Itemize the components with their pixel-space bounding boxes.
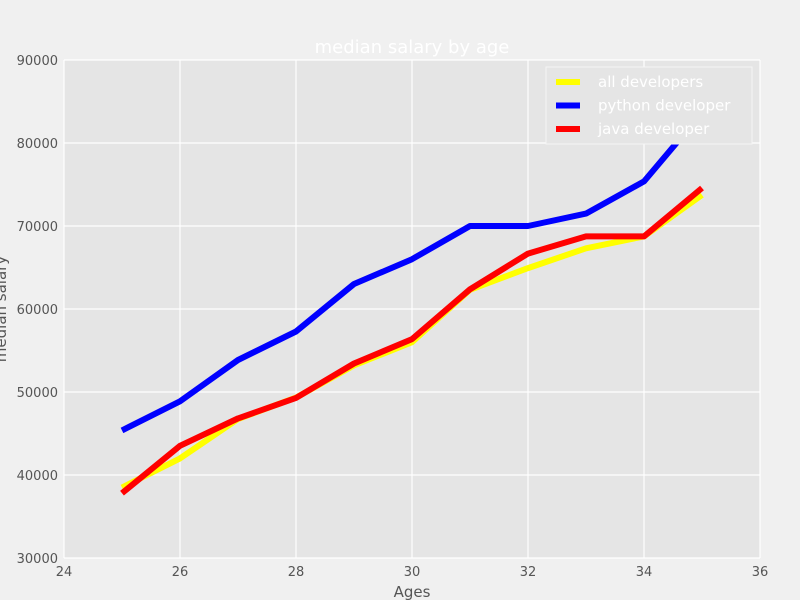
series-line-java-developer xyxy=(120,185,704,496)
x-tick-labels: 24 26 28 30 32 34 36 xyxy=(56,565,769,580)
legend-label: python developer xyxy=(598,97,731,115)
x-tick-label: 26 xyxy=(172,565,189,580)
legend: all developers python developer java devel… xyxy=(545,66,753,145)
series-lines xyxy=(120,110,705,496)
x-tick-label: 24 xyxy=(56,565,73,580)
y-tick-label: 80000 xyxy=(17,137,58,152)
y-tick-label: 50000 xyxy=(17,386,58,401)
legend-label: all developers xyxy=(598,73,703,91)
y-tick-label: 40000 xyxy=(17,469,58,484)
legend-label: java developer xyxy=(597,120,710,138)
y-axis-label: median salary xyxy=(0,256,10,363)
series-line-python-developer xyxy=(120,110,705,434)
x-tick-label: 28 xyxy=(288,565,305,580)
chart-title: median salary by age xyxy=(315,37,510,58)
y-tick-label: 90000 xyxy=(17,54,58,69)
x-tick-label: 30 xyxy=(404,565,421,580)
y-tick-labels: 30000 40000 50000 60000 70000 80000 90000 xyxy=(17,54,58,567)
x-tick-label: 32 xyxy=(520,565,537,580)
legend-box xyxy=(545,66,753,145)
y-tick-label: 70000 xyxy=(17,220,58,235)
x-axis-label: Ages xyxy=(394,583,431,600)
x-tick-label: 36 xyxy=(752,565,769,580)
y-tick-label: 30000 xyxy=(17,552,58,567)
y-tick-label: 60000 xyxy=(17,303,58,318)
x-tick-label: 34 xyxy=(636,565,653,580)
